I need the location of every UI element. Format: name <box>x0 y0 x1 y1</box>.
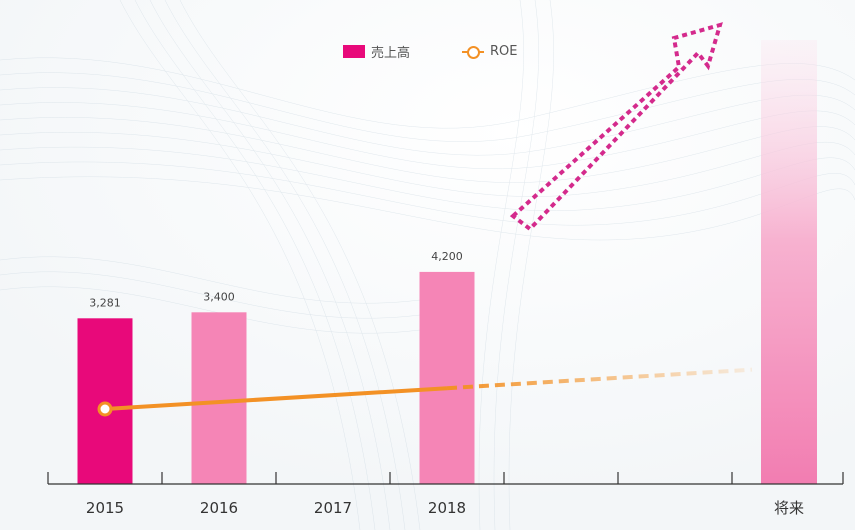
x-axis <box>47 472 844 485</box>
bar-2016 <box>191 312 247 484</box>
data-label-2015: 3,281 <box>89 296 121 309</box>
bar-2018 <box>419 271 475 484</box>
legend: 売上高 ROE <box>343 42 518 61</box>
growth-arrow <box>509 22 723 232</box>
bar-future <box>761 40 817 484</box>
tick-label-2016: 2016 <box>200 499 238 517</box>
legend-item-roe: ROE <box>462 44 518 59</box>
growth-arrow-outline <box>509 22 723 232</box>
tick-label-2018: 2018 <box>428 499 466 517</box>
tick-label-2017: 2017 <box>314 499 352 517</box>
tick-label-将来: 将来 <box>774 499 804 517</box>
roe-point-2015 <box>97 401 113 417</box>
legend-item-sales: 売上高 <box>343 42 410 61</box>
legend-swatch-sales <box>343 45 365 58</box>
tick-label-2015: 2015 <box>86 499 124 517</box>
future-layer <box>761 40 817 484</box>
labels-layer: 3,281 3,400 4,200 2015 2016 2017 2018 将来 <box>86 250 804 517</box>
legend-swatch-roe <box>462 45 485 59</box>
legend-label-sales: 売上高 <box>371 46 411 61</box>
data-label-2016: 3,400 <box>203 290 235 303</box>
legend-label-roe: ROE <box>490 44 518 59</box>
bar-2015 <box>77 318 133 484</box>
bars-layer <box>77 271 475 484</box>
roe-line-layer <box>97 367 753 417</box>
roe-line-solid <box>104 386 448 411</box>
roe-line-projection <box>446 367 753 391</box>
data-label-2018: 4,200 <box>431 250 463 263</box>
